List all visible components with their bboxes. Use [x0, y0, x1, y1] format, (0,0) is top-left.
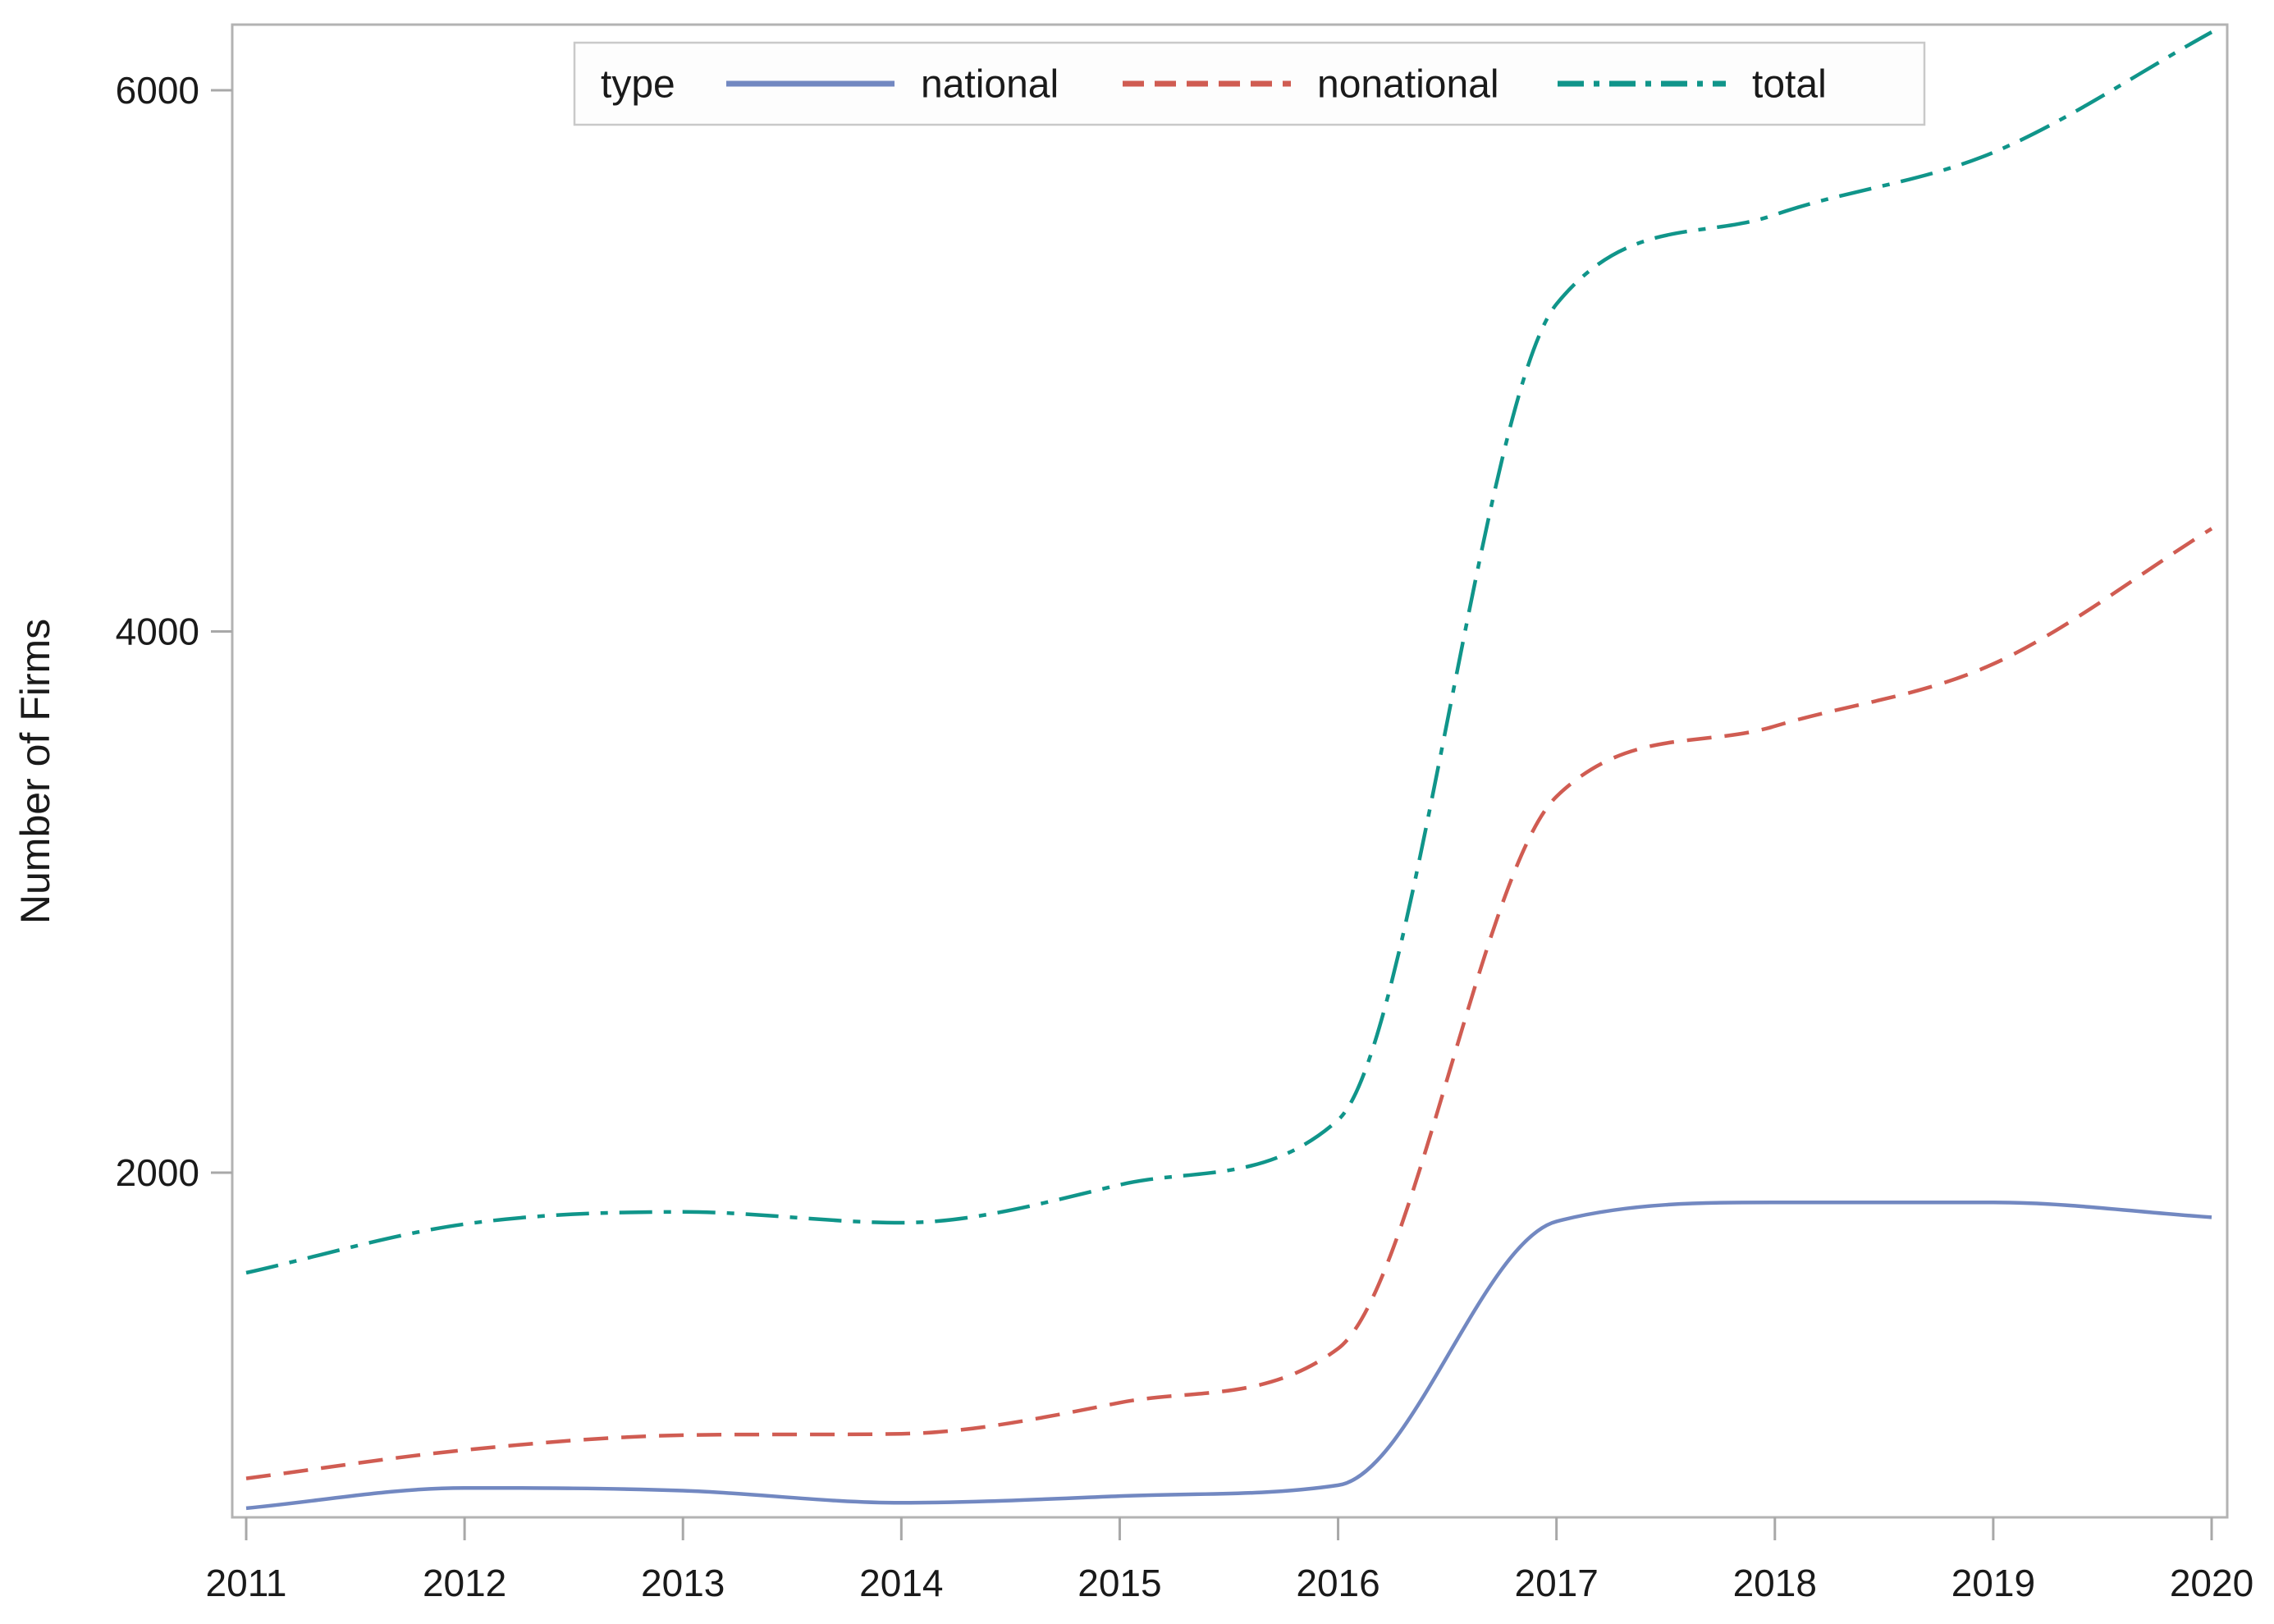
x-tick-label: 2019 [1951, 1562, 2035, 1604]
series-line-nonational [245, 527, 2213, 1480]
plot-border [231, 23, 2229, 1519]
x-tick-label: 2020 [2170, 1562, 2253, 1604]
series-line-national [245, 1201, 2212, 1511]
x-tick-label: 2017 [1514, 1562, 1598, 1604]
x-tick-label: 2016 [1296, 1562, 1379, 1604]
x-tick-label: 2013 [641, 1562, 725, 1604]
legend-label-total: total [1752, 63, 1827, 107]
legend-title: type [601, 63, 675, 107]
legend: type national nonational total [573, 41, 1926, 126]
x-tick-label: 2014 [859, 1562, 943, 1604]
y-tick-label: 2000 [116, 1151, 199, 1194]
legend-entries: national nonational total [726, 63, 1827, 107]
x-axis-ticks: 2011 2012 2013 2014 2015 2016 2017 2018 2019 2020 [206, 1517, 2253, 1604]
legend-label-nonational: nonational [1317, 63, 1499, 107]
series-lines [245, 30, 2213, 1511]
series-line-total [245, 30, 2213, 1275]
y-tick-label: 4000 [116, 611, 199, 653]
y-tick-label: 6000 [116, 69, 199, 112]
y-axis-ticks: 2000 4000 6000 [116, 69, 232, 1194]
x-tick-label: 2015 [1078, 1562, 1161, 1604]
x-tick-label: 2018 [1733, 1562, 1817, 1604]
legend-label-national: national [921, 63, 1059, 107]
y-axis-title: Number of Firms [12, 619, 58, 924]
x-tick-label: 2012 [423, 1562, 506, 1604]
x-tick-label: 2011 [206, 1562, 287, 1604]
